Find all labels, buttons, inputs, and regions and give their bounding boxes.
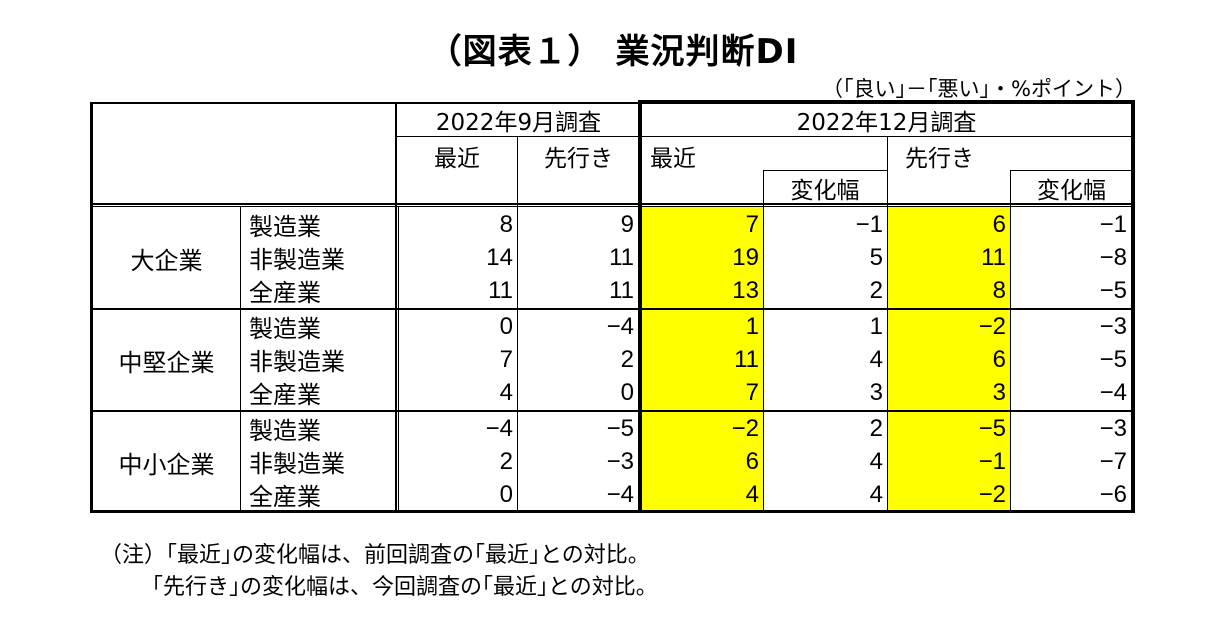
value-sep-recent: 0 bbox=[499, 480, 513, 508]
value-sep-recent: 7 bbox=[499, 345, 513, 373]
value-sep-outlook: −5 bbox=[606, 414, 634, 442]
value-dec-recent-change: 1 bbox=[869, 312, 883, 340]
value-dec-recent: 6 bbox=[745, 447, 759, 475]
value-sep-recent: 4 bbox=[499, 378, 513, 406]
value-dec-outlook: −2 bbox=[978, 480, 1006, 508]
industry-label: 製造業 bbox=[249, 213, 321, 241]
header-dec-outlook: 先行き bbox=[905, 146, 974, 172]
value-dec-outlook-change: −3 bbox=[1099, 312, 1127, 340]
value-dec-outlook-change: −8 bbox=[1099, 243, 1127, 271]
header-dec-recent-change: 変化幅 bbox=[790, 178, 860, 204]
value-dec-outlook: 11 bbox=[981, 243, 1006, 271]
value-dec-recent-change: 2 bbox=[869, 276, 883, 304]
value-dec-outlook: 6 bbox=[992, 210, 1006, 238]
company-size-label: 大企業 bbox=[130, 246, 203, 275]
value-dec-recent: −2 bbox=[731, 414, 759, 442]
industry-label: 非製造業 bbox=[249, 348, 345, 376]
value-sep-outlook: 9 bbox=[620, 210, 634, 238]
industry-label: 非製造業 bbox=[249, 450, 345, 478]
value-dec-recent: 7 bbox=[745, 378, 759, 406]
company-size-label: 中小企業 bbox=[118, 450, 215, 479]
value-dec-recent: 4 bbox=[745, 480, 759, 508]
value-sep-outlook: 11 bbox=[609, 276, 634, 304]
value-dec-outlook: 8 bbox=[992, 276, 1006, 304]
value-dec-outlook: 3 bbox=[992, 378, 1006, 406]
value-dec-outlook-change: −6 bbox=[1099, 480, 1127, 508]
business-conditions-di-table: 2022年9月調査 2022年12月調査 最近 先行き 最近 変化幅 先行き 変… bbox=[90, 100, 1135, 513]
value-dec-recent-change: 4 bbox=[869, 345, 883, 373]
value-dec-recent-change: 2 bbox=[869, 414, 883, 442]
value-dec-recent-change: −1 bbox=[855, 210, 883, 238]
value-dec-outlook-change: −4 bbox=[1099, 378, 1127, 406]
industry-label: 非製造業 bbox=[249, 246, 345, 274]
industry-label: 全産業 bbox=[249, 483, 321, 511]
value-sep-outlook: −3 bbox=[606, 447, 634, 475]
value-dec-recent: 7 bbox=[745, 210, 759, 238]
value-sep-outlook: −4 bbox=[606, 312, 634, 340]
value-dec-outlook-change: −3 bbox=[1099, 414, 1127, 442]
value-sep-outlook: 11 bbox=[609, 243, 634, 271]
industry-label: 全産業 bbox=[249, 381, 321, 409]
header-survey-sep: 2022年9月調査 bbox=[435, 110, 602, 136]
industry-label: 製造業 bbox=[249, 315, 321, 343]
value-dec-outlook: −5 bbox=[978, 414, 1006, 442]
value-sep-recent: 0 bbox=[499, 312, 513, 340]
footnote-1: （注）｢最近｣の変化幅は、前回調査の｢最近｣との対比。 bbox=[100, 543, 650, 568]
value-dec-outlook-change: −7 bbox=[1099, 447, 1127, 475]
value-dec-recent: 13 bbox=[732, 276, 759, 304]
header-dec-recent: 最近 bbox=[650, 146, 696, 172]
value-sep-recent: 8 bbox=[499, 210, 513, 238]
value-dec-recent: 1 bbox=[745, 312, 759, 340]
value-dec-outlook-change: −1 bbox=[1099, 210, 1127, 238]
value-dec-recent: 11 bbox=[734, 345, 759, 373]
unit-note: （｢良い｣－｢悪い｣・%ポイント） bbox=[822, 77, 1136, 101]
value-dec-recent: 19 bbox=[732, 243, 759, 271]
value-sep-outlook: 2 bbox=[620, 345, 634, 373]
value-dec-recent-change: 5 bbox=[869, 243, 883, 271]
value-dec-outlook: −1 bbox=[978, 447, 1006, 475]
value-dec-outlook: −2 bbox=[978, 312, 1006, 340]
value-dec-recent-change: 4 bbox=[869, 480, 883, 508]
company-size-label: 中堅企業 bbox=[118, 348, 215, 377]
header-survey-dec: 2022年12月調査 bbox=[796, 110, 977, 136]
header-dec-outlook-change: 変化幅 bbox=[1037, 178, 1106, 204]
value-sep-recent: 14 bbox=[486, 243, 513, 271]
highlight-dec-recent bbox=[642, 207, 763, 512]
highlight-dec-outlook bbox=[887, 207, 1010, 512]
value-sep-recent: −4 bbox=[485, 414, 513, 442]
value-dec-outlook-change: −5 bbox=[1099, 276, 1127, 304]
industry-label: 全産業 bbox=[249, 279, 321, 307]
value-dec-recent-change: 3 bbox=[869, 378, 883, 406]
footnote-2: ｢先行き｣の変化幅は、今回調査の｢最近｣との対比。 bbox=[152, 575, 658, 600]
value-sep-recent: 11 bbox=[488, 276, 513, 304]
value-dec-outlook: 6 bbox=[992, 345, 1006, 373]
industry-label: 製造業 bbox=[249, 417, 321, 445]
value-dec-recent-change: 4 bbox=[869, 447, 883, 475]
header-sep-outlook: 先行き bbox=[544, 146, 613, 172]
header-sep-recent: 最近 bbox=[434, 146, 480, 172]
value-sep-outlook: 0 bbox=[620, 378, 634, 406]
value-dec-outlook-change: −5 bbox=[1099, 345, 1127, 373]
value-sep-recent: 2 bbox=[499, 447, 513, 475]
value-sep-outlook: −4 bbox=[606, 480, 634, 508]
figure-title: （図表１） 業況判断DI bbox=[427, 32, 799, 72]
